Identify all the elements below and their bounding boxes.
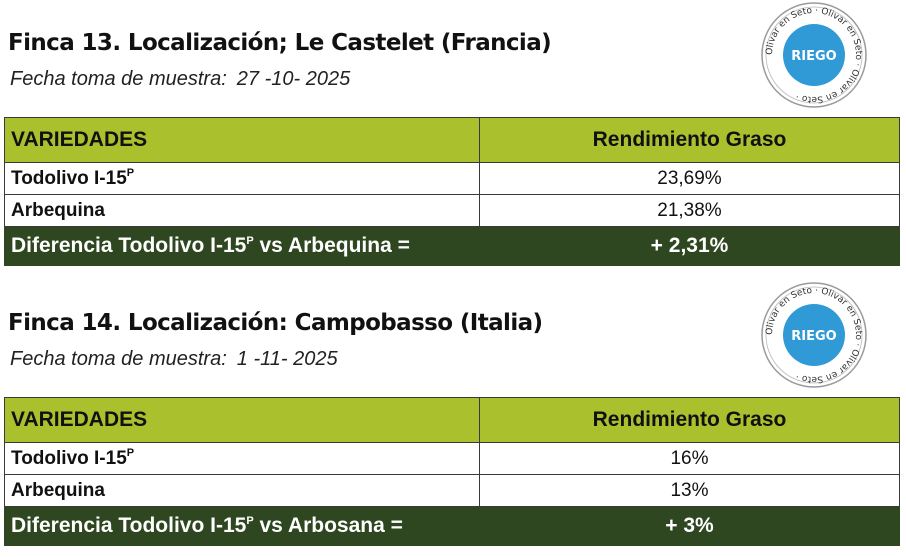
header-rendimiento: Rendimiento Graso (479, 397, 900, 443)
riego-seal-logo: Olivar en Seto · Olivar en Seto · Olivar… (759, 0, 869, 110)
header-rendimiento: Rendimiento Graso (479, 117, 900, 163)
difference-value: + 2,31% (479, 226, 900, 266)
table-row: Todolivo I-15P 16% (4, 442, 900, 475)
finca-13-date-line: Fecha toma de muestra: 27 -10- 2025 (10, 68, 350, 91)
value-cell: 21,38% (479, 194, 900, 227)
variety-name: Arbequina (11, 199, 105, 221)
diff-label-b: vs Arbosana = (253, 514, 403, 537)
riego-seal-icon: Olivar en Seto · Olivar en Seto · Olivar… (761, 282, 867, 388)
finca-14-title: Finca 14. Localización: Campobasso (Ital… (8, 310, 543, 336)
table-header-row: VARIEDADES Rendimiento Graso (4, 397, 900, 443)
variety-cell: Arbequina (4, 194, 480, 227)
difference-row: Diferencia Todolivo I-15P vs Arbosana = … (4, 506, 900, 546)
diff-label-a: Diferencia Todolivo I-15 (11, 514, 247, 537)
diff-label-a: Diferencia Todolivo I-15 (11, 234, 247, 257)
variety-name: Arbequina (11, 479, 105, 501)
header-variedades: VARIEDADES (4, 397, 480, 443)
variety-superscript: P (126, 166, 135, 179)
value-cell: 13% (479, 474, 900, 507)
seal-center-text: RIEGO (791, 329, 836, 344)
diff-label-b: vs Arbequina = (253, 234, 410, 257)
variety-superscript: P (126, 446, 135, 459)
date-value: 27 -10- 2025 (236, 68, 351, 90)
table-header-row: VARIEDADES Rendimiento Graso (4, 117, 900, 163)
diff-superscript: P (246, 515, 254, 527)
value-cell: 16% (479, 442, 900, 475)
date-label: Fecha toma de muestra: (10, 348, 227, 370)
table-row: Arbequina 21,38% (4, 194, 900, 227)
riego-seal-icon: Olivar en Seto · Olivar en Seto · Olivar… (761, 2, 867, 108)
difference-row: Diferencia Todolivo I-15P vs Arbequina =… (4, 226, 900, 266)
variety-cell: Arbequina (4, 474, 480, 507)
variety-name: Todolivo I-15 (11, 447, 127, 469)
date-value: 1 -11- 2025 (236, 348, 338, 370)
value-cell: 23,69% (479, 162, 900, 195)
variety-cell: Todolivo I-15P (4, 442, 480, 475)
difference-label: Diferencia Todolivo I-15P vs Arbequina = (4, 226, 480, 266)
header-variedades: VARIEDADES (4, 117, 480, 163)
finca-13-title: Finca 13. Localización; Le Castelet (Fra… (8, 30, 552, 56)
table-row: Todolivo I-15P 23,69% (4, 162, 900, 195)
seal-center-text: RIEGO (791, 49, 836, 64)
finca-13-table: VARIEDADES Rendimiento Graso Todolivo I-… (4, 117, 900, 266)
difference-label: Diferencia Todolivo I-15P vs Arbosana = (4, 506, 480, 546)
variety-name: Todolivo I-15 (11, 167, 127, 189)
table-row: Arbequina 13% (4, 474, 900, 507)
finca-14-date-line: Fecha toma de muestra: 1 -11- 2025 (10, 348, 338, 371)
date-label: Fecha toma de muestra: (10, 68, 227, 90)
variety-cell: Todolivo I-15P (4, 162, 480, 195)
finca-14-table: VARIEDADES Rendimiento Graso Todolivo I-… (4, 397, 900, 546)
diff-superscript: P (246, 235, 254, 247)
difference-value: + 3% (479, 506, 900, 546)
riego-seal-logo: Olivar en Seto · Olivar en Seto · Olivar… (759, 280, 869, 390)
